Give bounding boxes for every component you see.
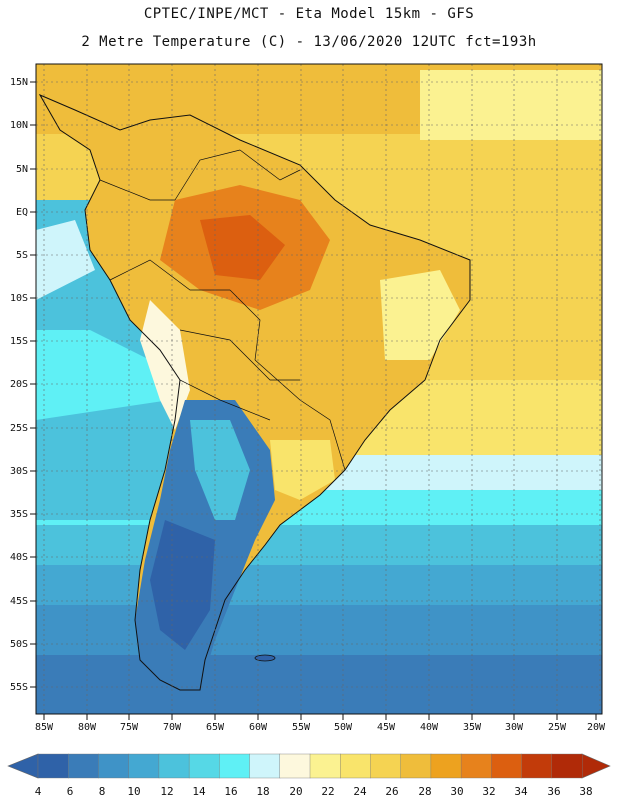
coastline [38,93,471,691]
colorbar-label-30: 30 [450,785,463,798]
lat-label-15s: 15S [10,336,28,347]
lat-label-40s: 40S [10,552,28,563]
amazon-hottest-core [200,215,285,280]
colorbar-swatch-14 [188,753,220,779]
colorbar-label-20: 20 [289,785,302,798]
lon-label-85w: 85W [35,722,54,733]
colorbar-swatch-38 [551,753,583,779]
lat-label-50s: 50S [10,639,28,650]
colorbar-labels: 4 6 8 10 12 14 16 18 20 22 24 26 28 30 3… [35,785,593,798]
lon-label-70w: 70W [163,722,182,733]
colorbar-label-14: 14 [192,785,206,798]
lon-label-30w: 30W [505,722,524,733]
colorbar-swatch-30 [430,753,462,779]
colorbar-swatch-12 [158,753,190,779]
ocean-band-6 [36,655,602,714]
lon-label-80w: 80W [78,722,97,733]
lon-label-75w: 75W [120,722,139,733]
lon-label-50w: 50W [334,722,353,733]
colorbar-swatch-10 [128,753,160,779]
colorbar-label-6: 6 [67,785,74,798]
ne-brazil-mild [380,270,460,360]
colorbar-swatch-18 [249,753,281,779]
colorbar-label-34: 34 [514,785,528,798]
south-america-land [40,95,470,690]
colorbar-label-4: 4 [35,785,42,798]
colorbar-label-22: 22 [321,785,334,798]
colorbar-label-26: 26 [385,785,398,798]
colorbar-swatch-8 [98,753,130,779]
lat-label-5n: 5N [16,164,28,175]
lon-label-60w: 60W [249,722,268,733]
colorbar-label-16: 16 [224,785,237,798]
colorbar-label-8: 8 [99,785,106,798]
lon-label-25w: 25W [548,722,567,733]
falkland-islands [254,654,276,662]
temperature-field [36,64,602,714]
lat-label-10s: 10S [10,293,28,304]
colorbar-swatch-36 [521,753,553,779]
colorbar-min-arrow [7,753,39,779]
colorbar-swatch-24 [340,753,371,779]
colorbar-label-36: 36 [547,785,560,798]
colorbar-label-18: 18 [256,785,269,798]
lon-axis: 85W 80W 75W 70W 65W 60W 55W 50W 45W 40W … [35,714,606,733]
pacific-band-16 [36,330,170,420]
ocean-band-12 [36,525,602,570]
lon-label-65w: 65W [206,722,225,733]
country-borders [99,149,346,471]
lat-label-10n: 10N [10,120,28,131]
colorbar-swatch-16 [219,753,251,779]
colorbar-swatch-4 [37,753,69,779]
lat-label-30s: 30S [10,466,28,477]
lon-label-45w: 45W [377,722,396,733]
lat-label-45s: 45S [10,596,28,607]
colorbar-swatch-34 [491,753,523,779]
colorbar-label-10: 10 [127,785,140,798]
ocean-patch-ne [420,70,602,140]
colorbar-swatch-26 [370,753,402,779]
lat-label-5s: 5S [16,250,28,261]
colorbar-label-12: 12 [160,785,173,798]
colorbar-label-28: 28 [418,785,431,798]
lat-label-15n: 15N [10,77,28,88]
lon-label-35w: 35W [463,722,482,733]
cuyo-cool [190,420,250,520]
map-frame [35,63,603,715]
map-subtitle: 2 Metre Temperature (C) - 13/06/2020 12U… [81,34,537,50]
colorbar-swatch-28 [400,753,432,779]
colorbar-swatch-32 [460,753,492,779]
colorbar-swatch-22 [309,753,341,779]
map-title: CPTEC/INPE/MCT - Eta Model 15km - GFS [143,6,475,22]
ocean-band-8 [36,605,602,660]
lat-lon-grid [36,64,602,714]
south-cone-coldest [150,520,215,650]
colorbar-label-32: 32 [482,785,495,798]
colorbar-label-38: 38 [579,785,592,798]
lat-label-20s: 20S [10,379,28,390]
colorbar-label-24: 24 [353,785,367,798]
lat-label-55s: 55S [10,682,28,693]
colorbar-swatch-6 [68,753,99,779]
colorbar-swatch-20 [279,753,311,779]
lat-label-eq: EQ [16,207,28,218]
lon-label-40w: 40W [420,722,439,733]
lat-label-25s: 25S [10,423,28,434]
colorbar-max-arrow [581,753,611,779]
lat-label-35s: 35S [10,509,28,520]
lon-label-20w: 20W [587,722,606,733]
uruguay-zone [270,440,335,500]
colorbar: 4 6 8 10 12 14 16 18 20 22 24 26 28 30 3… [7,753,611,798]
pacific-band-18 [36,220,95,300]
lat-axis: 15N 10N 5N EQ 5S 10S 15S 20S 25S 30S 35S… [10,77,36,693]
lon-label-55w: 55W [292,722,311,733]
ocean-band-10 [36,565,602,610]
colorbar-swatches [37,753,583,779]
